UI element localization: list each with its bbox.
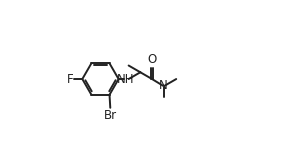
Text: N: N (160, 79, 168, 92)
Text: Br: Br (104, 109, 117, 122)
Text: O: O (147, 53, 157, 66)
Text: F: F (67, 73, 74, 86)
Text: NH: NH (117, 73, 135, 86)
